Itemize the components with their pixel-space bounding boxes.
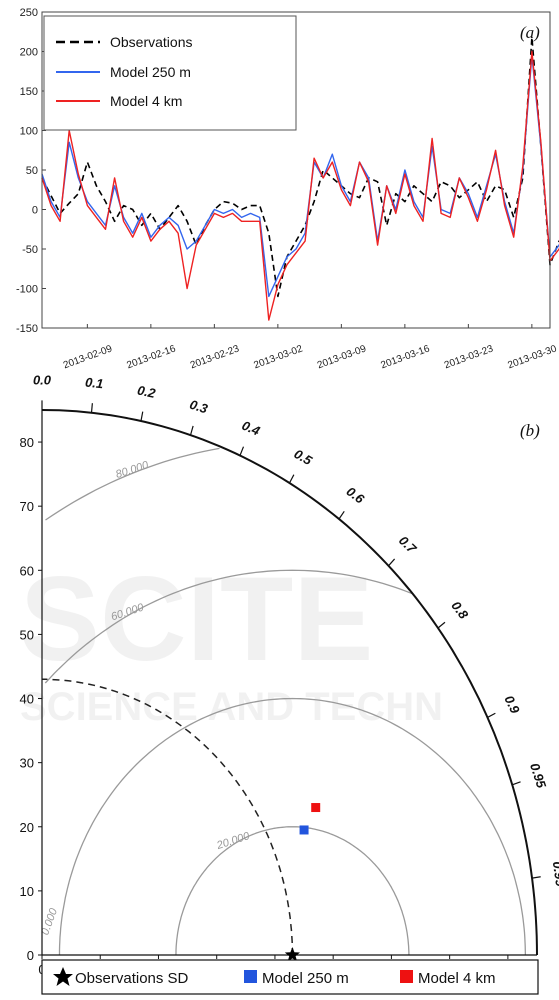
- correlation-tick-label: 0.7: [396, 533, 420, 557]
- correlation-tick-mark: [487, 712, 496, 718]
- correlation-tick-mark: [388, 558, 396, 567]
- observation-sd-arc: [42, 678, 294, 955]
- panel-a-date-tick-label: 2013-03-16: [379, 343, 431, 371]
- correlation-tick-label: 0.1: [84, 375, 103, 392]
- correlation-tick-label: 0.4: [240, 418, 263, 439]
- model-point-2: [311, 803, 321, 813]
- panel-a-y-tick-label: 0: [32, 205, 38, 217]
- panel-a-y-tick-label: 200: [20, 47, 38, 59]
- panel-b-legend: Observations SD Model 250 m Model 4 km: [41, 959, 539, 995]
- watermark: SCITE SCIENCE AND TECHN: [20, 552, 443, 729]
- legend-model-4km-sd-label: Model 4 km: [418, 970, 496, 987]
- correlation-tick-label: 0.6: [344, 484, 368, 507]
- panel-a-frame: [41, 11, 551, 329]
- correlation-tick-mark: [189, 425, 194, 436]
- correlation-tick-mark: [239, 446, 245, 456]
- rms-contour-label: 20.000: [214, 830, 251, 852]
- panel-b-points: [284, 803, 321, 962]
- legend-model-250-sd-label: Model 250 m: [262, 970, 349, 987]
- panel-b-label: (b): [520, 421, 540, 440]
- outer-correlation-arc: [41, 409, 538, 956]
- correlation-tick-mark: [288, 474, 295, 484]
- legend-model-4km-marker: [400, 970, 413, 983]
- panel-b-y-tick-label: 80: [20, 435, 34, 450]
- panel-a-y-tick-label: 150: [20, 86, 38, 98]
- correlation-tick-mark: [140, 411, 144, 422]
- rms-contour-60: [44, 569, 413, 684]
- correlation-tick-label: 0.9: [501, 693, 523, 716]
- panel-a-date-tick-label: 2013-03-09: [316, 343, 368, 371]
- panel-b-y-tick-label: 30: [20, 756, 34, 771]
- panel-a-series-0-line: [41, 36, 559, 298]
- panel-a-date-tick-label: 2013-03-23: [443, 343, 495, 371]
- legend-model-250-marker: [244, 970, 257, 983]
- panel-b-y-tick-label: 50: [20, 627, 34, 642]
- rms-contour-20: [175, 826, 410, 956]
- panel-a-y-tick-label: -100: [16, 284, 38, 296]
- panel-a-series: [41, 36, 559, 321]
- panel-a-y-ticks: -150 -100 -50 0 50 100 150 200 250: [16, 7, 46, 335]
- correlation-tick-mark: [90, 403, 93, 413]
- correlation-tick-label: 0.2: [136, 383, 157, 401]
- correlation-tick-mark: [338, 510, 345, 520]
- legend-model-250-label: Model 250 m: [110, 64, 191, 80]
- rms-contour-40: [58, 697, 527, 956]
- panel-a-label: (a): [520, 23, 540, 42]
- correlation-tick-label: 0.5: [292, 446, 316, 468]
- panel-a-series-2-line: [41, 50, 559, 321]
- correlation-tick-mark: [531, 876, 541, 879]
- panel-b-y-tick-label: 20: [20, 820, 34, 835]
- correlation-tick-label: 0.95: [527, 761, 549, 790]
- panel-a-y-tick-label: 100: [20, 126, 38, 138]
- rms-contour-label: 80.000: [114, 459, 151, 481]
- legend-observations-label: Observations: [110, 34, 192, 50]
- panel-b-y-tick-label: 60: [20, 563, 34, 578]
- panel-a-legend: Observations Model 250 m Model 4 km: [43, 15, 297, 131]
- correlation-tick-label: 0.0: [33, 373, 52, 388]
- correlation-tick-mark: [512, 781, 521, 786]
- panel-a-y-tick-label: 250: [20, 7, 38, 19]
- correlation-tick-label: 0.3: [188, 397, 210, 417]
- panel-a-y-tick-label: 50: [26, 165, 38, 177]
- panel-a-y-tick-label: -50: [22, 244, 38, 256]
- rms-contour-80: [45, 447, 220, 521]
- correlation-tick-label: 0.99: [550, 860, 559, 888]
- panel-b-legend-box: [41, 959, 539, 995]
- model-point-1: [299, 825, 309, 835]
- legend-model-4km-label: Model 4 km: [110, 93, 182, 109]
- watermark-big: SCITE: [20, 552, 373, 686]
- observation-star-point: [284, 947, 300, 962]
- panel-a-x-ticks: 2013-02-09 2013-02-16 2013-02-23 2013-03-02…: [62, 324, 559, 371]
- panel-a-date-tick-label: 2013-02-09: [62, 343, 114, 371]
- panel-a-y-tick-label: -150: [16, 323, 38, 335]
- panel-b-y-tick-label: 70: [20, 499, 34, 514]
- panel-a-date-tick-label: 2013-03-02: [252, 343, 304, 371]
- panel-a-date-tick-label: 2013-02-23: [189, 343, 241, 371]
- panel-b-y-tick-label: 40: [20, 692, 34, 707]
- panel-b-y-tick-label: 0: [27, 948, 34, 963]
- panel-a-date-tick-label: 2013-02-16: [125, 343, 177, 371]
- correlation-tick-label: 0.8: [448, 598, 471, 622]
- legend-star-marker: [53, 967, 73, 986]
- panel-b-y-tick-label: 10: [20, 884, 34, 899]
- panel-a-date-tick-label: 2013-03-30: [506, 343, 558, 371]
- correlation-tick-mark: [437, 621, 446, 629]
- legend-observations-sd-label: Observations SD: [75, 970, 189, 987]
